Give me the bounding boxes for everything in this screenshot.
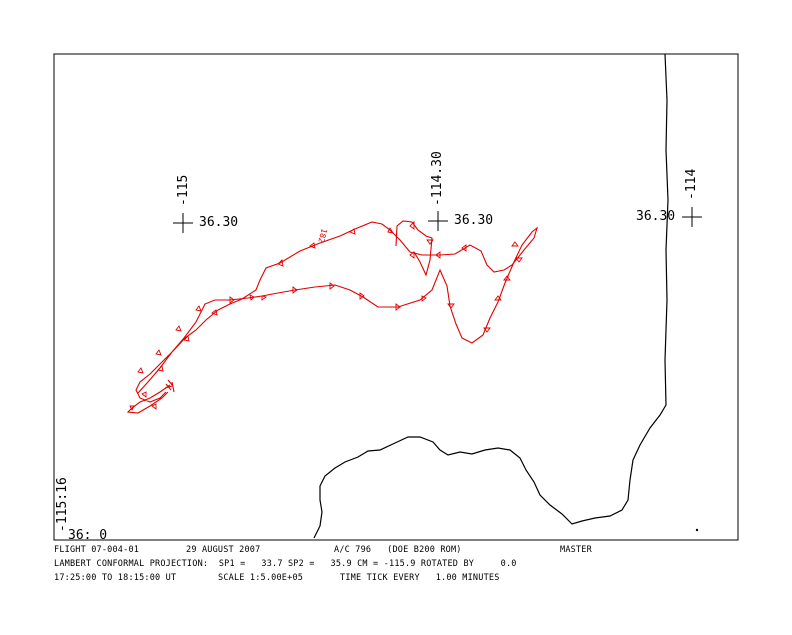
flight-id: FLIGHT 07-004-01 [54, 545, 140, 555]
corner-lon-label: -115:16 [55, 477, 70, 532]
marker-lon-label: -114.30 [430, 151, 445, 206]
track-arrow [421, 295, 427, 302]
track-arrow [349, 228, 356, 235]
track-arrow [183, 335, 190, 342]
track-line [395, 220, 433, 277]
track-arrow [515, 257, 523, 263]
track-arrow [483, 327, 491, 333]
coordinate-marker: 36.30 -114.30 [428, 151, 493, 231]
footer: FLIGHT 07-004-01 29 AUGUST 2007 A/C 796 … [54, 545, 754, 590]
marker-lat-label: 36.30 [636, 209, 675, 224]
marker-lon-label: -114 [684, 169, 699, 200]
scale-info: SCALE 1:5.00E+05 [218, 573, 304, 583]
flight-date: 29 AUGUST 2007 [186, 545, 261, 555]
track-arrow [387, 227, 394, 234]
track-arrow [229, 296, 235, 304]
track-arrow [137, 367, 144, 374]
track-arrow [141, 391, 147, 398]
track-arrow [494, 295, 502, 301]
track-arrow [249, 294, 255, 301]
track-arrow [211, 309, 218, 316]
track-arrow [195, 305, 202, 312]
marker-lat-label: 36.30 [454, 213, 493, 228]
marker-lon-label: -115 [176, 175, 191, 206]
time-range: 17:25:00 TO 18:15:00 UT [54, 573, 177, 583]
track-arrow [359, 292, 365, 300]
coordinate-marker: 36.30 -115 [173, 175, 238, 233]
track-arrow [511, 241, 519, 247]
track-arrow [157, 365, 164, 372]
time-tick-info: TIME TICK EVERY 1.00 MINUTES [340, 573, 500, 583]
track-arrow [461, 244, 467, 252]
track-arrow [277, 259, 284, 267]
track-arrow [435, 251, 441, 259]
corner-lat-label: 36: 0 [68, 528, 107, 543]
track-arrow [409, 220, 415, 230]
track-line [126, 221, 539, 414]
projection-info: LAMBERT CONFORMAL PROJECTION: SP1 = 33.7… [54, 559, 517, 569]
boundary-line [313, 53, 669, 539]
track-arrow [261, 295, 268, 301]
track-arrow [329, 282, 335, 290]
marker-lat-label: 36.30 [199, 215, 238, 230]
track-arrow [129, 405, 135, 412]
track-line [164, 379, 175, 393]
aircraft-info: A/C 796 (DOE B200 ROM) [334, 545, 462, 555]
map-frame [53, 53, 739, 541]
track-arrow [447, 303, 455, 309]
map-dot [695, 528, 699, 532]
track-arrow [426, 239, 434, 245]
flight-track: 182 [126, 220, 539, 414]
coordinate-marker: 36.30 -114 [636, 169, 702, 227]
track-arrow [309, 242, 316, 249]
track-arrow [409, 251, 415, 259]
track-arrow [503, 275, 511, 281]
track-annotation: 182 [316, 227, 328, 243]
track-arrow [292, 286, 298, 294]
track-arrow [175, 325, 182, 332]
track-arrow [395, 303, 401, 311]
track-arrow [155, 349, 162, 356]
flight-track-map: 36.30 -115 36.30 -114.30 36.30 -114 -115… [53, 53, 739, 543]
mode-label: MASTER [560, 545, 592, 555]
track-arrow [151, 403, 157, 410]
